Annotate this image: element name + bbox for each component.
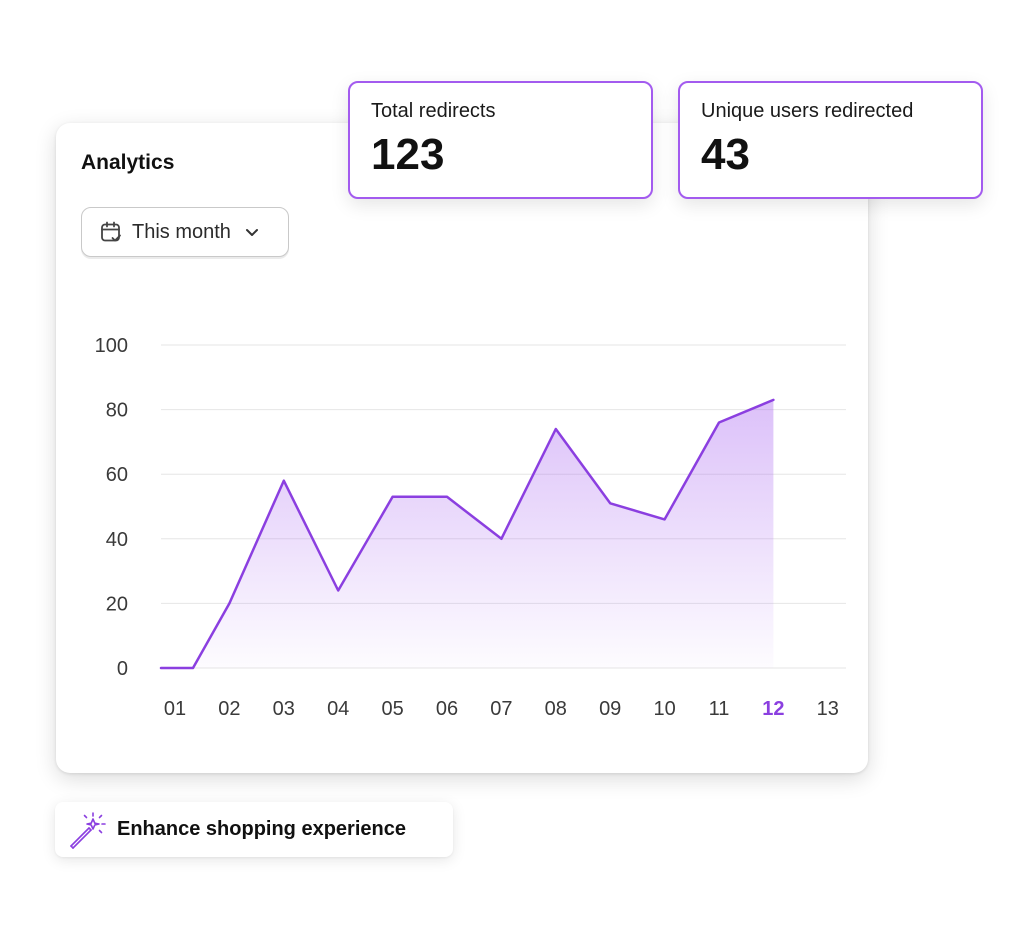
chevron-down-icon (243, 223, 261, 241)
x-tick-label: 10 (653, 698, 675, 720)
x-tick-label: 09 (599, 698, 621, 720)
x-tick-label: 03 (273, 698, 295, 720)
total-redirects-value: 123 (371, 130, 445, 179)
unique-users-label: Unique users redirected (701, 100, 914, 122)
x-tick-label[interactable]: 12 (762, 698, 784, 720)
y-tick-label: 100 (95, 335, 128, 357)
x-tick-label: 13 (817, 698, 839, 720)
x-tick-label: 11 (709, 698, 730, 720)
magic-wand-icon (67, 810, 107, 850)
total-redirects-card: Total redirects 123 (348, 81, 653, 199)
chart-series (159, 398, 775, 670)
x-tick-label: 04 (327, 698, 349, 720)
total-redirects-label: Total redirects (371, 100, 496, 122)
x-tick-label: 07 (490, 698, 512, 720)
calendar-check-icon (99, 220, 123, 244)
y-tick-label: 40 (106, 529, 128, 551)
x-tick-label: 02 (218, 698, 240, 720)
x-tick-label: 05 (381, 698, 403, 720)
unique-users-value: 43 (701, 130, 750, 179)
y-tick-label: 20 (106, 593, 128, 615)
x-axis: 01 02 03 04 05 06 07 08 09 10 11 12 13 (164, 698, 839, 720)
unique-users-card: Unique users redirected 43 (678, 81, 983, 199)
y-tick-label: 60 (106, 464, 128, 486)
x-tick-label: 01 (164, 698, 186, 720)
y-tick-label: 0 (117, 658, 128, 680)
x-tick-label: 08 (545, 698, 567, 720)
y-axis: 0 20 40 60 80 100 (95, 335, 128, 680)
area-chart: 0 20 40 60 80 100 01 02 03 04 05 06 07 08 09 10 11 12 13 (95, 335, 846, 720)
analytics-title: Analytics (81, 151, 175, 174)
date-range-dropdown[interactable]: This month (81, 207, 289, 257)
y-tick-label: 80 (106, 400, 128, 422)
enhance-experience-label: Enhance shopping experience (117, 818, 406, 840)
date-range-label: This month (132, 220, 231, 243)
enhance-experience-chip[interactable]: Enhance shopping experience (55, 802, 453, 857)
series-area (161, 399, 774, 668)
x-tick-label: 06 (436, 698, 458, 720)
analytics-card: Analytics This month 0 20 40 60 80 10 (56, 123, 868, 773)
